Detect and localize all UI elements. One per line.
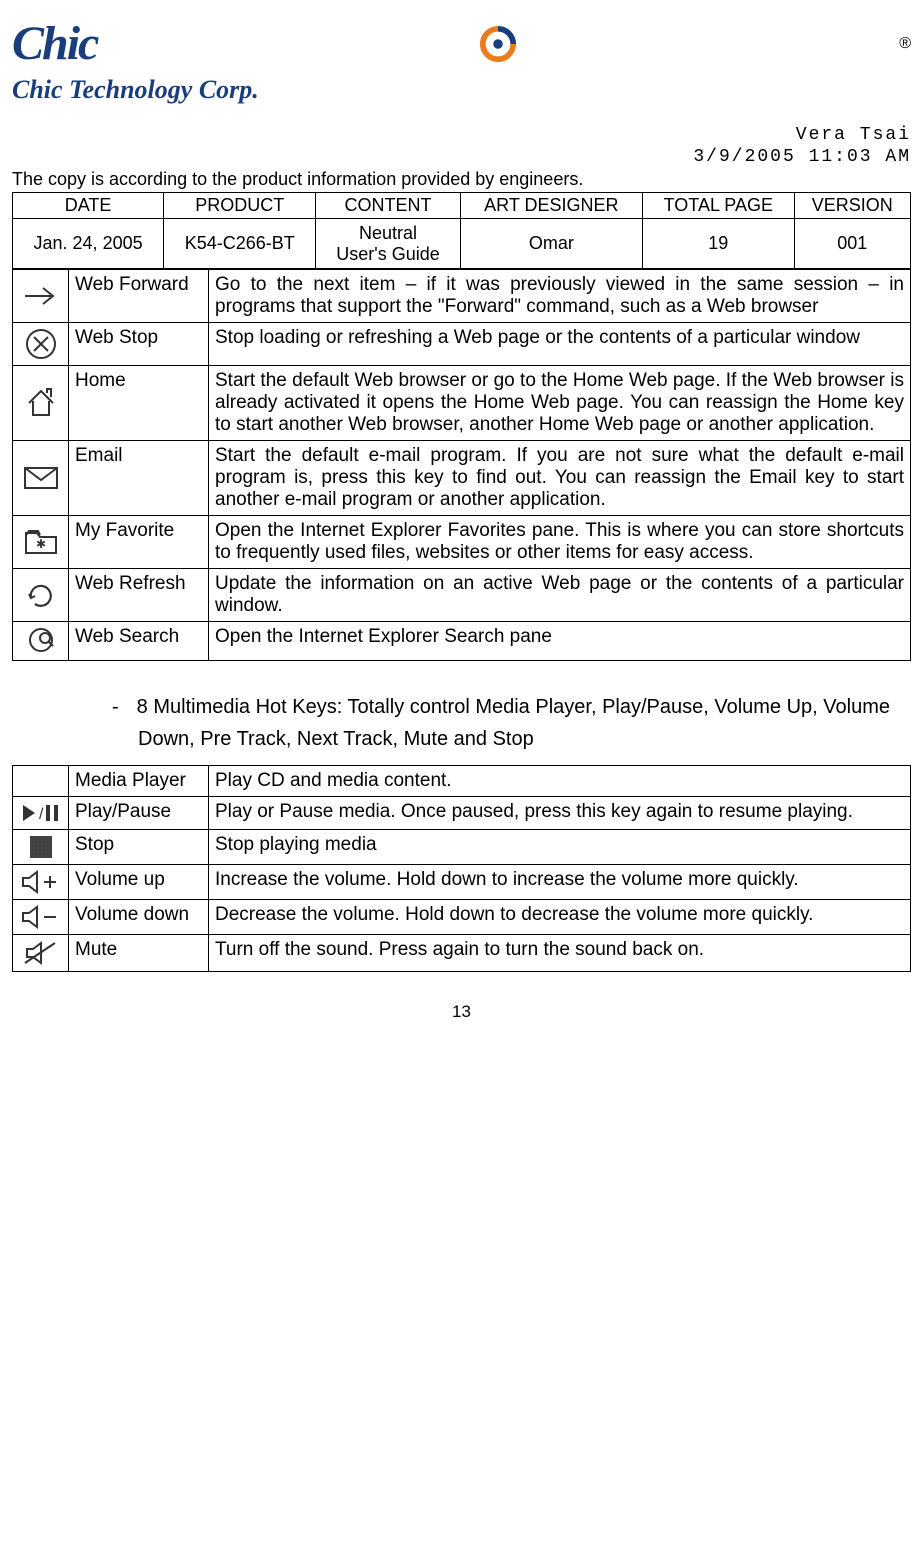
key-description: Open the Internet Explorer Search pane — [209, 622, 911, 661]
key-description: Stop loading or refreshing a Web page or… — [209, 323, 911, 366]
info-cell: 001 — [794, 219, 910, 269]
table-row: EmailStart the default e-mail program. I… — [13, 441, 911, 516]
key-label: Web Forward — [69, 270, 209, 323]
table-row: / Play/PausePlay or Pause media. Once pau… — [13, 797, 911, 830]
key-label: Email — [69, 441, 209, 516]
table-row: MuteTurn off the sound. Press again to t… — [13, 935, 911, 972]
blank-icon — [13, 766, 69, 797]
table-row: Web ForwardGo to the next item – if it w… — [13, 270, 911, 323]
info-header: ART DESIGNER — [460, 193, 642, 219]
bullet-text: 8 Multimedia Hot Keys: Totally control M… — [137, 696, 890, 750]
logo-mark-icon — [479, 25, 517, 63]
key-description: Stop playing media — [209, 830, 911, 865]
table-row: Media PlayerPlay CD and media content. — [13, 766, 911, 797]
playpause-icon: / — [13, 797, 69, 830]
table-row: Web SearchOpen the Internet Explorer Sea… — [13, 622, 911, 661]
author-name: Vera Tsai — [12, 125, 911, 145]
key-description: Decrease the volume. Hold down to decrea… — [209, 900, 911, 935]
key-label: Volume down — [69, 900, 209, 935]
media-keys-table: Media PlayerPlay CD and media content. / P… — [12, 765, 911, 972]
info-data-row: Jan. 24, 2005 K54-C266-BT Neutral User's… — [13, 219, 911, 269]
info-header: TOTAL PAGE — [643, 193, 794, 219]
key-label: Home — [69, 366, 209, 441]
stop-x-icon — [13, 323, 69, 366]
timestamp: 3/9/2005 11:03 AM — [12, 147, 911, 167]
multimedia-bullet: -8 Multimedia Hot Keys: Totally control … — [112, 691, 911, 755]
vol-up-icon — [13, 865, 69, 900]
web-keys-table: Web ForwardGo to the next item – if it w… — [12, 269, 911, 661]
svg-text:/: / — [39, 806, 44, 823]
key-description: Start the default Web browser or go to t… — [209, 366, 911, 441]
key-label: My Favorite — [69, 516, 209, 569]
key-description: Open the Internet Explorer Favorites pan… — [209, 516, 911, 569]
key-description: Play or Pause media. Once paused, press … — [209, 797, 911, 830]
mute-icon — [13, 935, 69, 972]
search-icon — [13, 622, 69, 661]
table-row: Volume downDecrease the volume. Hold dow… — [13, 900, 911, 935]
key-label: Web Search — [69, 622, 209, 661]
key-description: Go to the next item – if it was previous… — [209, 270, 911, 323]
svg-text:✱: ✱ — [35, 537, 45, 551]
logo-text: Chic — [12, 16, 97, 71]
key-description: Increase the volume. Hold down to increa… — [209, 865, 911, 900]
info-cell: Jan. 24, 2005 — [13, 219, 164, 269]
key-description: Start the default e-mail program. If you… — [209, 441, 911, 516]
forward-icon — [13, 270, 69, 323]
info-table: DATE PRODUCT CONTENT ART DESIGNER TOTAL … — [12, 192, 911, 269]
key-label: Play/Pause — [69, 797, 209, 830]
page-number: 13 — [12, 1002, 911, 1022]
table-row: HomeStart the default Web browser or go … — [13, 366, 911, 441]
table-row: ✱ My FavoriteOpen the Internet Explorer F… — [13, 516, 911, 569]
key-label: Stop — [69, 830, 209, 865]
key-label: Media Player — [69, 766, 209, 797]
key-label: Web Stop — [69, 323, 209, 366]
info-header: CONTENT — [316, 193, 460, 219]
table-row: Web RefreshUpdate the information on an … — [13, 569, 911, 622]
info-cell: Omar — [460, 219, 642, 269]
info-header: PRODUCT — [164, 193, 316, 219]
key-description: Turn off the sound. Press again to turn … — [209, 935, 911, 972]
home-icon — [13, 366, 69, 441]
table-row: Web StopStop loading or refreshing a Web… — [13, 323, 911, 366]
stop-sq-icon — [13, 830, 69, 865]
registered-mark: ® — [899, 35, 911, 53]
key-label: Volume up — [69, 865, 209, 900]
vol-down-icon — [13, 900, 69, 935]
info-header-row: DATE PRODUCT CONTENT ART DESIGNER TOTAL … — [13, 193, 911, 219]
key-label: Web Refresh — [69, 569, 209, 622]
refresh-icon — [13, 569, 69, 622]
logo-area: Chic ® — [12, 16, 911, 71]
info-cell: Neutral User's Guide — [316, 219, 460, 269]
info-header: VERSION — [794, 193, 910, 219]
info-header: DATE — [13, 193, 164, 219]
copy-note: The copy is according to the product inf… — [12, 169, 911, 190]
key-description: Play CD and media content. — [209, 766, 911, 797]
info-cell: 19 — [643, 219, 794, 269]
favorite-icon: ✱ — [13, 516, 69, 569]
info-cell: K54-C266-BT — [164, 219, 316, 269]
key-label: Mute — [69, 935, 209, 972]
table-row: StopStop playing media — [13, 830, 911, 865]
key-description: Update the information on an active Web … — [209, 569, 911, 622]
email-icon — [13, 441, 69, 516]
table-row: Volume upIncrease the volume. Hold down … — [13, 865, 911, 900]
logo-subtitle: Chic Technology Corp. — [12, 75, 911, 105]
